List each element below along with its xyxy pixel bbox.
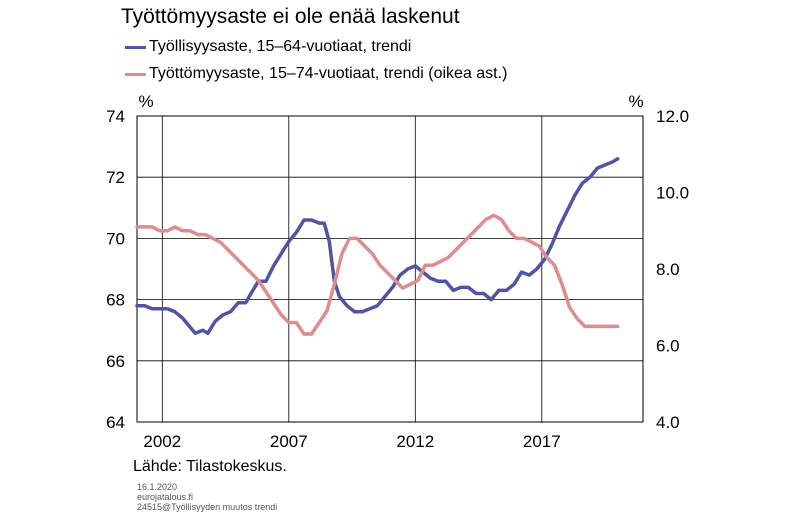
legend-label-employment: Työllisyysaste, 15–64-vuotiaat, trendi: [149, 38, 412, 55]
y-tick-right: 10.0: [656, 184, 689, 203]
employment-rate-line: [135, 157, 620, 336]
chart-title: Työttömyysaste ei ole enää laskenut: [121, 5, 460, 28]
legend-item-unemployment: Työttömyysaste, 15–74-vuotiaat, trendi (…: [125, 65, 507, 83]
x-tick: 2007: [270, 432, 308, 451]
y-tick-left: 68: [106, 291, 125, 310]
y-tick-left: 72: [106, 168, 125, 187]
y-tick-right: 6.0: [656, 337, 680, 356]
unemployment-rate-line: [135, 213, 620, 336]
y-tick-right: 4.0: [656, 413, 680, 432]
legend-swatch-employment: [125, 45, 146, 49]
plot-frame: [136, 115, 644, 423]
publish-date: 16.1.2020: [137, 482, 178, 492]
y-tick-left: 64: [106, 413, 125, 432]
legend-item-employment: Työllisyysaste, 15–64-vuotiaat, trendi: [125, 38, 411, 56]
x-tick: 2017: [523, 432, 561, 451]
y-tick-left: 66: [106, 352, 125, 371]
y-tick-right: 8.0: [656, 260, 680, 279]
legend-label-unemployment: Työttömyysaste, 15–74-vuotiaat, trendi (…: [149, 65, 508, 82]
site-name: eurojatalous.fi: [137, 492, 194, 502]
left-unit-label: %: [138, 92, 153, 111]
legend-swatch-unemployment: [125, 72, 146, 76]
source-note: Lähde: Tilastokeskus.: [133, 458, 287, 475]
x-tick: 2002: [143, 432, 181, 451]
chart-code: 24515@Työllisyyden muutos trendi: [137, 502, 278, 512]
y-tick-left: 74: [106, 107, 125, 126]
x-tick: 2012: [396, 432, 434, 451]
y-tick-right: 12.0: [656, 107, 689, 126]
right-unit-label: %: [628, 92, 643, 111]
y-tick-left: 70: [106, 229, 125, 248]
